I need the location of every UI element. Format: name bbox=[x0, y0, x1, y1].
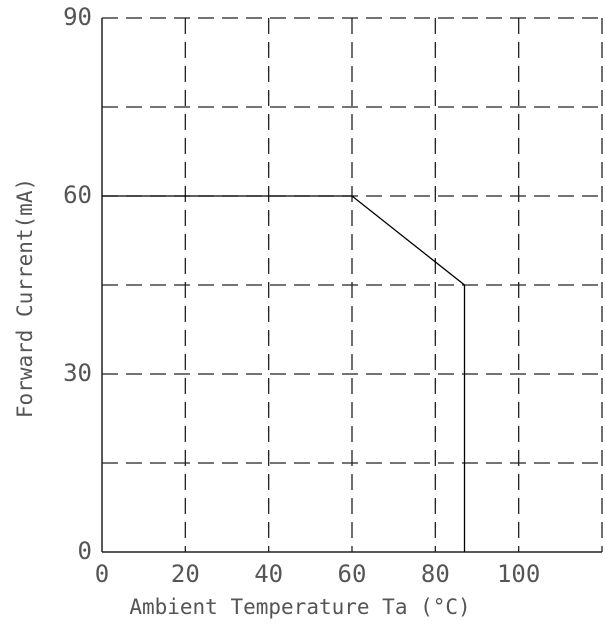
x-tick-label: 40 bbox=[254, 560, 283, 588]
y-axis-label: Forward Current(mA) bbox=[13, 178, 37, 418]
x-tick-label: 20 bbox=[171, 560, 200, 588]
x-tick-label: 0 bbox=[95, 560, 109, 588]
x-tick-label: 80 bbox=[421, 560, 450, 588]
line bbox=[102, 195, 466, 552]
x-tick-label: 100 bbox=[497, 560, 540, 588]
y-tick-label: 30 bbox=[63, 359, 92, 387]
x-axis-label: Ambient Temperature Ta (°C) bbox=[129, 595, 470, 619]
y-tick-label: 0 bbox=[78, 537, 92, 565]
x-tick-label: 60 bbox=[338, 560, 367, 588]
y-tick-label: 90 bbox=[63, 3, 92, 31]
y-tick-label: 60 bbox=[63, 181, 92, 209]
